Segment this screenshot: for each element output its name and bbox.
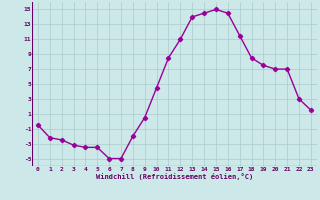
X-axis label: Windchill (Refroidissement éolien,°C): Windchill (Refroidissement éolien,°C) xyxy=(96,173,253,180)
